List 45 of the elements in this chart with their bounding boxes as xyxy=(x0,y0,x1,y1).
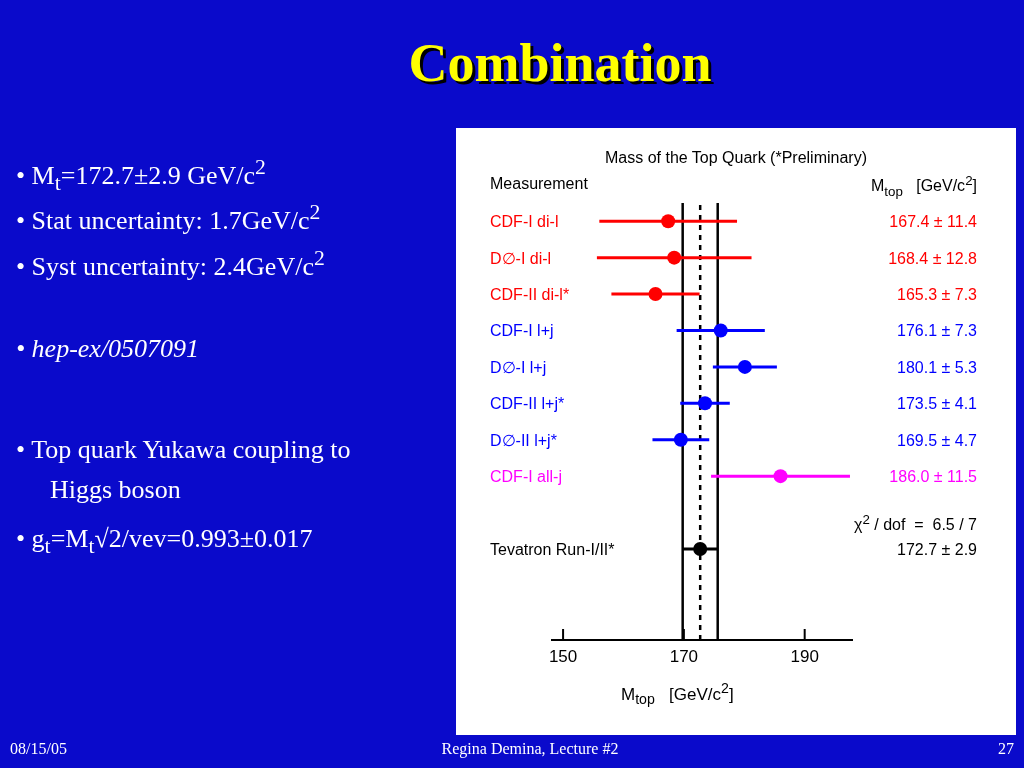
data-label: 168.4 ± 12.8 xyxy=(888,249,978,267)
y-tick-label: CDF-II di-l* xyxy=(490,286,570,304)
text: Regina Demina, Lecture #2 xyxy=(440,740,620,758)
text: • Stat uncertainty: 1.7GeV/c$^{2}$ xyxy=(16,200,321,236)
x-axis-title: M$_{top}$ [GeV/c$^{2}$] xyxy=(621,680,734,708)
y-tick-label: D∅-I di-l xyxy=(490,249,552,267)
y-tick-label: D∅-I l+j xyxy=(490,358,547,376)
y-tick-label: D∅-II l+j* xyxy=(490,431,557,449)
text: χ$^{2}$ / dof = 6.5 / 7 xyxy=(853,512,977,535)
y-tick-label: CDF-I l+j xyxy=(490,322,554,340)
text: 27 xyxy=(998,740,1014,758)
point xyxy=(713,323,728,338)
data-label: 172.7 ± 2.9 xyxy=(897,540,978,558)
chart-subtitle: Mass of the Top Quark (*Preliminary) xyxy=(604,149,867,166)
x-tick-label: 190 xyxy=(790,647,819,666)
data-label: 165.3 ± 7.3 xyxy=(897,286,978,304)
data-label: 180.1 ± 5.3 xyxy=(897,358,978,376)
text: Measurement xyxy=(490,175,588,193)
data-label: 176.1 ± 7.3 xyxy=(897,322,978,340)
text: • Syst uncertainty: 2.4GeV/c$^{2}$ xyxy=(16,246,325,282)
point xyxy=(698,396,713,411)
x-tick-label: 170 xyxy=(669,647,699,666)
y-tick-label: Tevatron Run-I/II* xyxy=(490,540,615,558)
point xyxy=(693,541,708,556)
x-tick-label: 150 xyxy=(548,647,578,666)
text: • hep-ex/0507091 xyxy=(16,334,200,364)
point xyxy=(648,287,663,302)
text: 08/15/05 xyxy=(10,740,67,758)
text: • Top quark Yukawa coupling to Higgs boson xyxy=(16,434,352,506)
y-tick-label: CDF-II l+j* xyxy=(490,395,565,413)
point xyxy=(661,214,676,229)
point xyxy=(773,469,788,484)
text: • g$_{t}$=M$_{t}$√2/vev=0.993±0.017 xyxy=(16,524,313,560)
text: • M$_{t}$=172.7±2.9 GeV/c$^{2}$ xyxy=(16,155,266,196)
text: M$_{top}$ [GeV/c$^{2}$] xyxy=(871,173,977,199)
point xyxy=(667,250,682,265)
chart-title: Combination xyxy=(407,32,713,94)
data-label: 173.5 ± 4.1 xyxy=(897,395,978,413)
point xyxy=(673,432,688,447)
point xyxy=(737,359,752,374)
data-label: 169.5 ± 4.7 xyxy=(897,431,978,449)
y-tick-label: CDF-I di-l xyxy=(490,213,559,231)
data-label: 186.0 ± 11.5 xyxy=(889,468,978,486)
data-label: 167.4 ± 11.4 xyxy=(889,213,978,231)
y-tick-label: CDF-I all-j xyxy=(490,468,562,486)
